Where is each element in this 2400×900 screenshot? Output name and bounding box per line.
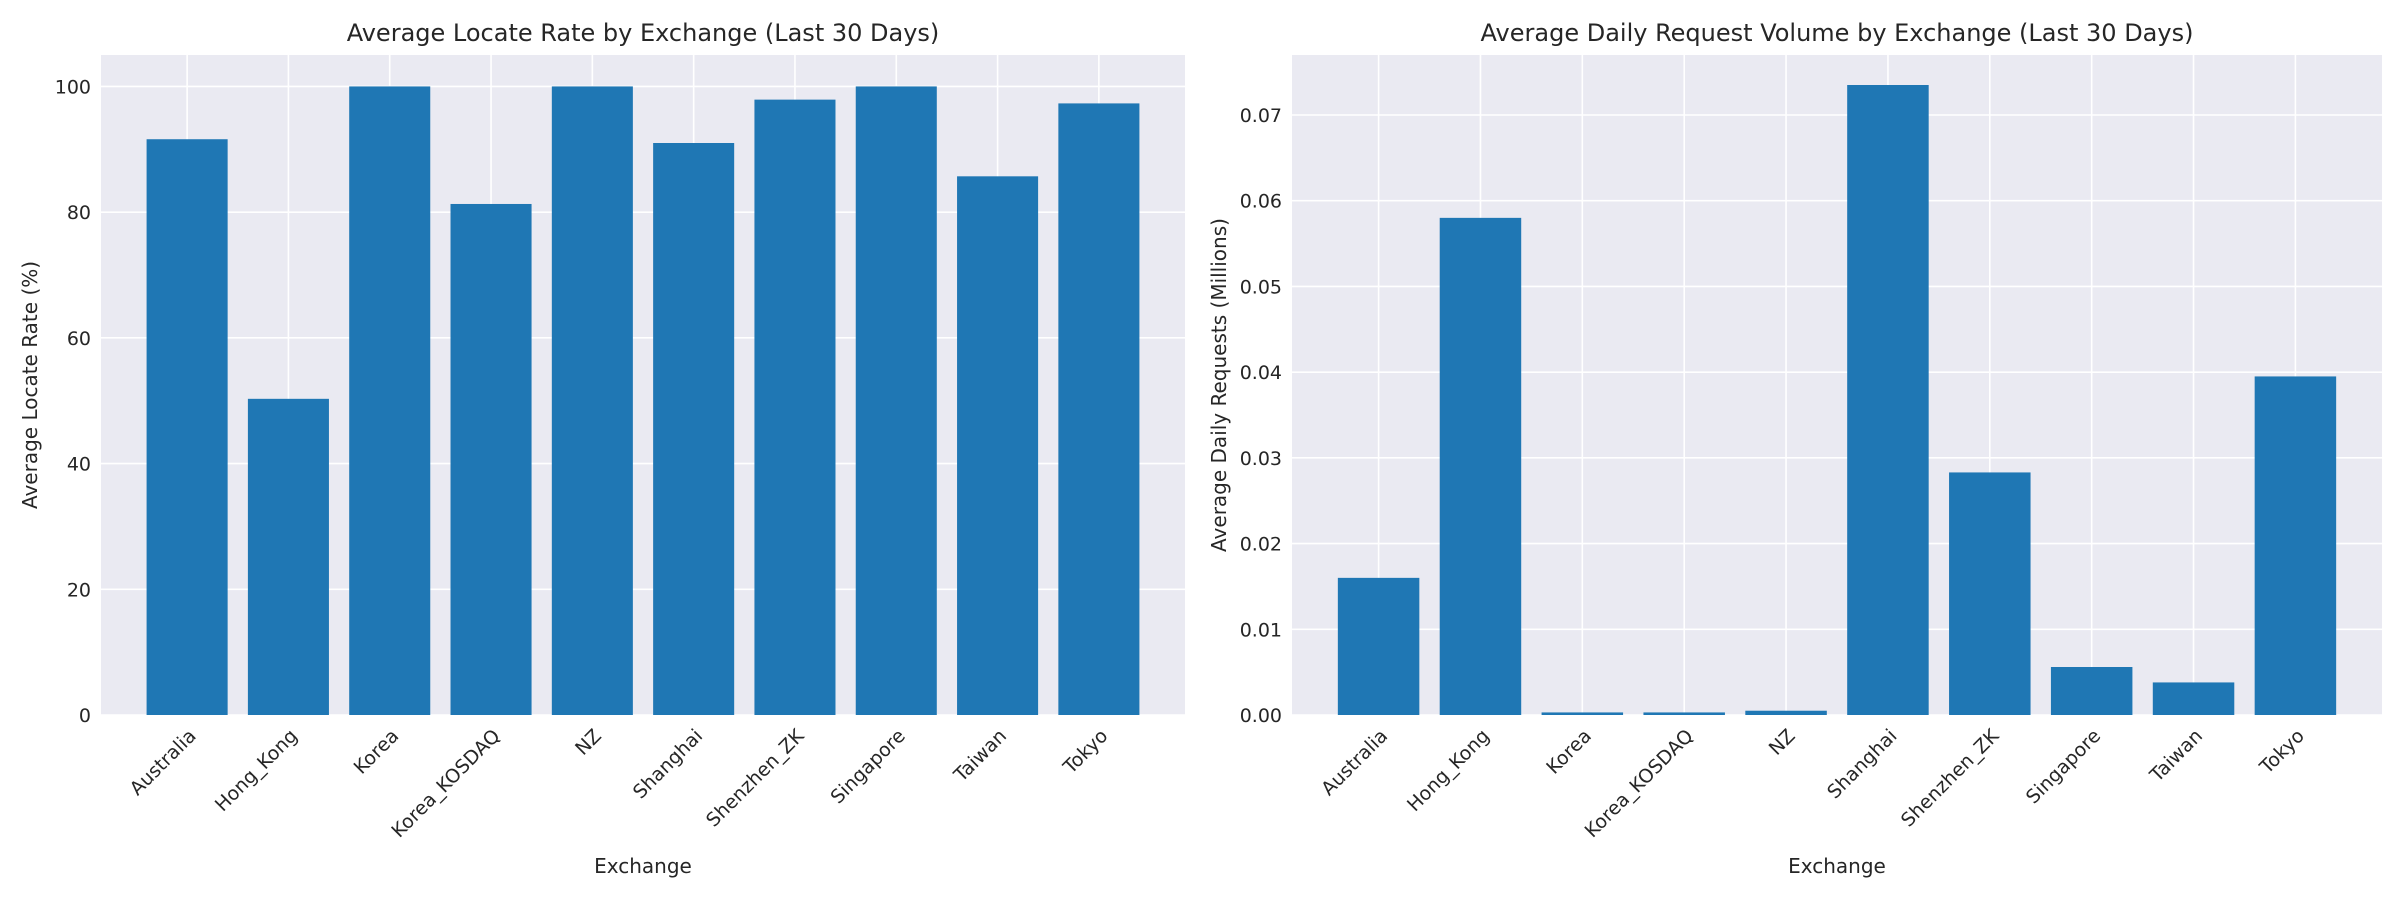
x-tick-label: Shanghai (1823, 725, 1901, 803)
bar-korea (349, 86, 431, 715)
x-tick-label: Taiwan (949, 725, 1011, 787)
y-tick-label: 0 (79, 705, 91, 727)
y-tick-label: 0.00 (1240, 705, 1282, 727)
x-tick-label: Singapore (2022, 725, 2105, 808)
x-tick-label: Hong_Kong (211, 725, 302, 816)
bar-singapore (855, 86, 937, 715)
bar-australia (146, 139, 228, 715)
y-tick-label: 40 (67, 454, 91, 476)
bar-hong-kong (247, 398, 329, 715)
x-tick-label: Taiwan (2145, 725, 2207, 787)
y-axis-label: Average Locate Rate (%) (18, 261, 42, 509)
bar-taiwan (2152, 682, 2235, 715)
y-tick-label: 0.06 (1240, 191, 1282, 213)
x-tick-label: Hong_Kong (1403, 725, 1494, 816)
bar-taiwan (957, 176, 1039, 716)
bar-shanghai (1847, 85, 1929, 715)
bar-korea-kosdaq (450, 203, 532, 715)
chart-panel-1: 0 20 40 60 80 100 Australia Hong_Kong KoreaKorea… (18, 19, 1185, 878)
y-tick-label: 80 (67, 202, 91, 224)
x-tick-label: Australia (1317, 725, 1392, 800)
bar-shenzhen-zk (754, 99, 836, 716)
y-tick-label: 0.03 (1240, 448, 1282, 470)
x-tick-label: Korea_KOSDAQ (387, 725, 504, 842)
bar-shenzhen-zk (1949, 472, 2031, 715)
x-tick-label: Shenzhen_ZK (702, 725, 809, 832)
bar-australia (1337, 577, 1420, 715)
y-tick-label: 0.07 (1240, 105, 1282, 127)
x-tick-label: Korea (1542, 725, 1596, 779)
x-tick-label: NZ (1765, 725, 1800, 760)
x-axis-label: Exchange (594, 854, 692, 878)
chart-panel-2: 0.00 0.01 0.02 0.03 0.04 0.05 0.06 0.07 Australi… (1207, 19, 2382, 878)
bar-korea-kosdaq (1643, 712, 1725, 715)
bar-shanghai (653, 143, 735, 715)
y-axis-label: Average Daily Requests (Millions) (1207, 218, 1231, 552)
x-tick-label: Shenzhen_ZK (1897, 725, 2004, 832)
y-tick-label: 60 (67, 328, 91, 350)
bar-tokyo (2254, 376, 2337, 715)
bar-nz (551, 86, 633, 715)
y-tick-label: 20 (67, 579, 91, 601)
y-tick-label: 0.01 (1240, 619, 1282, 641)
bar-nz (1745, 710, 1827, 715)
x-tick-label: Tokyo (1059, 725, 1113, 779)
x-axis-label: Exchange (1788, 854, 1886, 878)
y-tick-label: 0.04 (1240, 362, 1282, 384)
bar-tokyo (1058, 103, 1140, 715)
x-tick-label: Shanghai (629, 725, 707, 803)
y-tick-label: 0.05 (1240, 276, 1282, 298)
bar-korea (1541, 712, 1624, 715)
x-tick-label: Singapore (826, 725, 909, 808)
y-tick-label: 0.02 (1240, 534, 1282, 556)
bar-singapore (2050, 667, 2133, 715)
bar-hong-kong (1439, 217, 1522, 715)
y-tick-label: 100 (55, 76, 91, 98)
x-tick-label: NZ (571, 725, 606, 760)
x-tick-label: Korea_KOSDAQ (1581, 725, 1698, 842)
x-tick-label: Tokyo (2255, 725, 2309, 779)
chart-title: Average Daily Request Volume by Exchange… (1481, 19, 2194, 47)
x-tick-label: Korea (350, 725, 404, 779)
chart-title: Average Locate Rate by Exchange (Last 30… (347, 19, 940, 47)
x-tick-label: Australia (126, 725, 201, 800)
